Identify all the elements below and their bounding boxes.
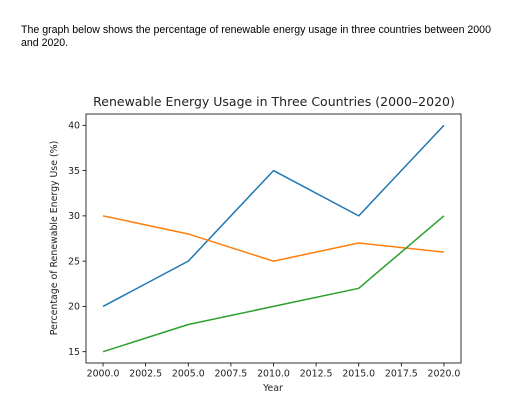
series-line-1 [102, 124, 445, 308]
chart-title: Renewable Energy Usage in Three Countrie… [93, 94, 455, 109]
series-line-2 [102, 215, 445, 262]
x-tick-label: 2017.5 [385, 369, 418, 380]
x-tick-label: 2002.5 [129, 369, 162, 380]
series-line-3 [102, 215, 445, 353]
y-axis-label: Percentage of Renewable Energy Use (%) [49, 141, 60, 336]
x-tick-label: 2000.0 [87, 369, 120, 380]
y-tick-label: 30 [68, 211, 80, 222]
y-tick-label: 20 [68, 302, 80, 313]
y-tick-label: 15 [68, 347, 80, 358]
plot-lines [102, 124, 445, 353]
x-tick-label: 2015.0 [342, 369, 375, 380]
x-axis: 2000.0 2002.5 2005.0 2007.5 2010.0 2012.5 2015… [87, 363, 461, 380]
x-tick-label: 2020.0 [428, 369, 461, 380]
x-tick-label: 2005.0 [172, 369, 205, 380]
plot-frame [85, 113, 462, 364]
y-tick-label: 35 [68, 166, 80, 177]
y-tick-label: 25 [68, 256, 80, 267]
x-tick-label: 2007.5 [214, 369, 247, 380]
x-tick-label: 2010.0 [257, 369, 290, 380]
x-tick-label: 2012.5 [300, 369, 333, 380]
y-axis: 15 20 25 30 35 40 [68, 121, 86, 358]
x-axis-label: Year [262, 383, 283, 394]
y-tick-label: 40 [68, 121, 80, 132]
intro-text: The graph below shows the percentage of … [21, 24, 491, 49]
